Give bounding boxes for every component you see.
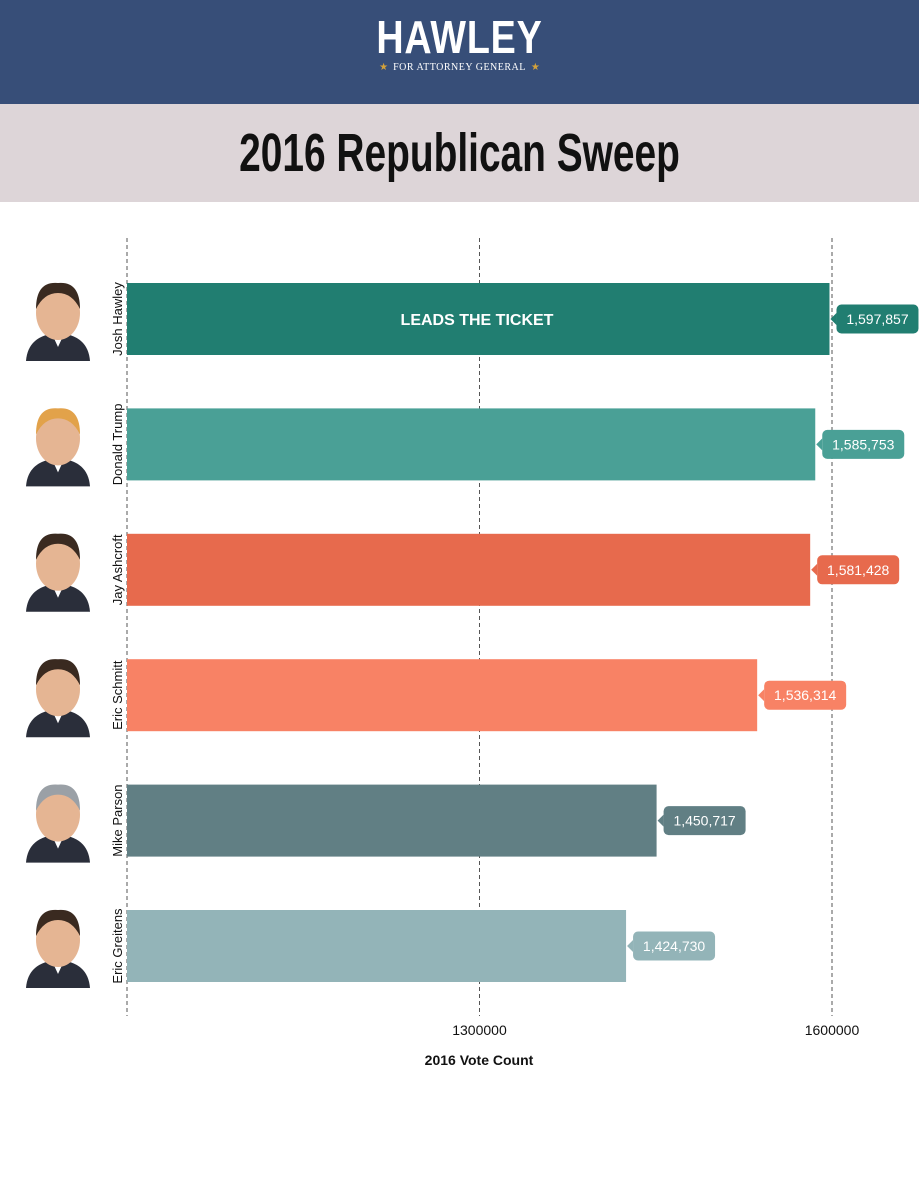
photo-face — [36, 787, 80, 842]
photo-hair — [36, 784, 80, 811]
data-label: 1,450,717 — [673, 813, 735, 829]
title-band — [0, 104, 919, 202]
category-label: Josh Hawley — [110, 282, 125, 356]
callout-box — [633, 931, 716, 961]
data-label: 1,581,428 — [827, 562, 889, 578]
candidate-photo — [26, 408, 90, 487]
bar — [127, 784, 657, 857]
photo-face — [36, 913, 80, 967]
hawley-logo: HAWLEY ★ FOR ATTORNEY GENERAL ★ — [0, 12, 919, 74]
header-banner — [0, 0, 919, 104]
callout-box — [822, 429, 905, 459]
category-label: Eric Greitens — [110, 908, 125, 984]
callout-pointer — [627, 940, 634, 952]
photo-face — [36, 286, 80, 340]
bar-chart: 1300000 1600000 2016 Vote Count Josh Hawley… — [26, 238, 919, 1068]
callout-box — [663, 806, 746, 836]
candidate-photo — [26, 282, 90, 361]
callout-pointer — [758, 689, 765, 702]
category-label: Donald Trump — [110, 404, 125, 486]
data-label: 1,424,730 — [643, 938, 705, 954]
logo-name: HAWLEY — [376, 11, 543, 63]
data-label: 1,597,857 — [846, 311, 908, 327]
callout-pointer — [830, 313, 837, 325]
value-callout: 1,581,428 — [811, 555, 900, 585]
value-callout: 1,450,717 — [657, 806, 746, 836]
photo-hair — [36, 659, 80, 686]
page-title: 2016 Republican Sweep — [239, 123, 680, 183]
value-callout: 1,597,857 — [830, 304, 919, 334]
x-tick-label: 1600000 — [805, 1022, 860, 1038]
star-icon: ★ — [379, 62, 389, 73]
photo-hair — [36, 533, 80, 560]
callout-box — [764, 680, 847, 710]
callout-pointer — [657, 814, 664, 827]
bar-annotation: LEADS THE TICKET — [401, 312, 554, 329]
data-label: 1,585,753 — [832, 436, 894, 452]
bar — [127, 659, 758, 732]
category-label: Eric Schmitt — [110, 660, 125, 730]
callout-pointer — [816, 438, 823, 451]
photo-hair — [36, 282, 80, 309]
bar — [127, 283, 830, 355]
value-callout: 1,585,753 — [816, 429, 905, 459]
candidate-photo — [26, 533, 90, 612]
callout-box — [817, 555, 900, 585]
category-label: Jay Ashcroft — [110, 534, 125, 605]
callout-box — [836, 304, 919, 334]
logo-subtitle: FOR ATTORNEY GENERAL — [393, 62, 526, 73]
photo-face — [36, 411, 80, 466]
value-callout: 1,536,314 — [758, 680, 847, 710]
photo-hair — [36, 408, 80, 435]
value-callout: 1,424,730 — [627, 931, 716, 961]
candidate-photo — [26, 909, 90, 988]
bar — [127, 910, 627, 982]
photo-face — [36, 662, 80, 717]
category-label: Mike Parson — [110, 784, 125, 856]
x-tick-label: 1300000 — [452, 1022, 507, 1038]
photo-face — [36, 536, 80, 591]
bar — [127, 408, 816, 481]
photo-hair — [36, 909, 80, 936]
data-label: 1,536,314 — [774, 687, 836, 703]
star-icon: ★ — [530, 62, 540, 73]
bar — [127, 533, 811, 606]
callout-pointer — [811, 563, 818, 576]
candidate-photo — [26, 784, 90, 863]
candidate-photo — [26, 659, 90, 738]
x-axis-label: 2016 Vote Count — [425, 1052, 534, 1068]
